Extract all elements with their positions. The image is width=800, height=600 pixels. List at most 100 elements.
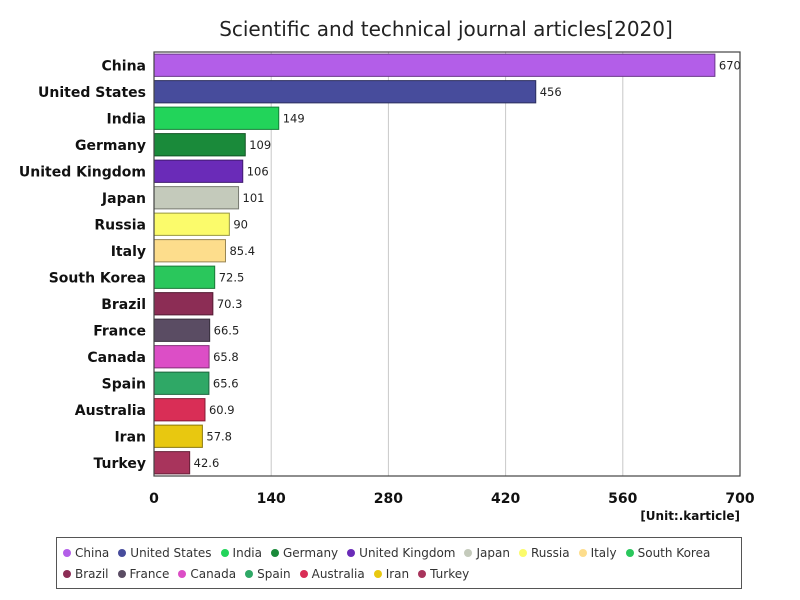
legend-label: Russia [530,545,570,560]
legend-label: South Korea [637,545,711,560]
legend-swatch-icon [220,548,229,557]
bar-italy[interactable] [153,239,226,263]
grid-lines [270,52,624,476]
legend-swatch-icon [63,569,71,578]
x-axis-tick-labels: 0 140 280 420 560 700 [149,491,755,507]
bar-spain[interactable] [153,371,210,395]
value-label-brazil: 70.3 [217,297,243,311]
category-label-canada: Canada [87,350,146,366]
value-label-china: 670 [719,58,741,72]
legend-swatch-icon [271,548,279,557]
category-label-spain: Spain [102,376,146,392]
category-label-australia: Australia [75,403,146,419]
legend-item-spain[interactable]: Spain [245,563,291,584]
bar-brazil[interactable] [153,292,214,316]
bar-china[interactable] [153,53,716,77]
legend-item-canada[interactable]: Canada [178,563,236,584]
legend-label: Iran [385,566,410,581]
legend-swatch-icon [245,569,254,578]
legend-item-brazil[interactable]: Brazil [63,563,109,584]
value-label-south-korea: 72.5 [219,270,245,284]
bar-iran[interactable] [153,424,203,448]
legend-item-iran[interactable]: Iran [373,563,410,584]
value-label-france: 66.5 [214,323,240,337]
legend-swatch-icon [625,548,634,557]
value-label-japan: 101 [243,191,265,205]
category-label-south-korea: South Korea [49,270,146,286]
category-label-india: India [107,111,146,127]
legend-label: Turkey [430,566,470,581]
category-label-italy: Italy [111,244,146,260]
value-label-russia: 90 [233,217,248,231]
legend-item-italy[interactable]: Italy [578,542,617,563]
legend-item-germany[interactable]: Germany [271,542,338,563]
legend-item-france[interactable]: France [117,563,170,584]
x-tick-label: 420 [491,491,520,507]
value-label-italy: 85.4 [229,244,255,258]
x-tick-label: 560 [608,491,637,507]
legend-item-turkey[interactable]: Turkey [418,563,469,584]
legend-label: Italy [590,545,617,560]
legend-swatch-icon [578,548,587,557]
legend-item-united-kingdom[interactable]: United Kingdom [347,542,455,563]
legend-item-india[interactable]: India [220,542,262,563]
category-label-united-kingdom: United Kingdom [19,164,146,180]
legend-item-china[interactable]: China [63,542,109,563]
bar-south-korea[interactable] [153,265,216,289]
legend-swatch-icon [464,548,473,557]
legend-label: Brazil [75,566,109,581]
bar-australia[interactable] [153,398,206,422]
category-label-turkey: Turkey [94,456,146,472]
category-label-france: France [93,323,146,339]
bar-france[interactable] [153,318,211,342]
unit-label: [Unit:.karticle] [640,509,740,523]
x-tick-label: 700 [725,491,754,507]
bar-united-states[interactable] [153,80,537,104]
value-label-australia: 60.9 [209,403,235,417]
bar-india[interactable] [153,106,280,130]
legend-item-australia[interactable]: Australia [299,563,365,584]
value-label-canada: 65.8 [213,350,239,364]
legend-label: India [232,545,262,560]
category-label-germany: Germany [75,138,146,154]
category-label-china: China [102,58,146,74]
legend-item-russia[interactable]: Russia [518,542,570,563]
chart-title: Scientific and technical journal article… [219,17,673,41]
bar-united-kingdom[interactable] [153,159,244,183]
legend-item-south-korea[interactable]: South Korea [625,542,711,563]
legend-item-united-states[interactable]: United States [118,542,212,563]
category-label-russia: Russia [94,217,146,233]
category-label-brazil: Brazil [101,297,146,313]
bars-group [153,53,716,475]
bar-germany[interactable] [153,133,246,157]
value-label-iran: 57.8 [206,429,232,443]
x-tick-label: 0 [149,491,159,507]
legend-swatch-icon [117,569,126,578]
legend-swatch-icon [299,569,308,578]
chart-legend: China United States India Germany United Kin… [56,537,742,589]
legend-label: France [129,566,170,581]
value-label-united-kingdom: 106 [247,164,269,178]
bar-turkey[interactable] [153,451,191,475]
bar-japan[interactable] [153,186,240,210]
value-label-united-states: 456 [540,85,562,99]
value-labels: 670 456 149 109 106 101 90 85.4 72.5 70.3 66.5 65.8… [194,58,741,470]
legend-label: China [75,545,110,560]
x-tick-label: 140 [257,491,286,507]
bar-canada[interactable] [153,345,210,369]
category-label-japan: Japan [101,191,146,207]
bar-russia[interactable] [153,212,230,236]
legend-item-japan[interactable]: Japan [464,542,510,563]
legend-swatch-icon [118,548,127,557]
x-tick-label: 280 [374,491,403,507]
legend-swatch-icon [347,548,356,557]
legend-label: Canada [190,566,237,581]
value-label-spain: 65.6 [213,376,239,390]
legend-label: United Kingdom [359,545,456,560]
legend-swatch-icon [178,569,187,578]
legend-swatch-icon [518,548,527,557]
category-label-iran: Iran [114,429,146,445]
value-label-turkey: 42.6 [194,456,220,470]
category-labels: China United States India Germany United Kin… [19,58,146,472]
